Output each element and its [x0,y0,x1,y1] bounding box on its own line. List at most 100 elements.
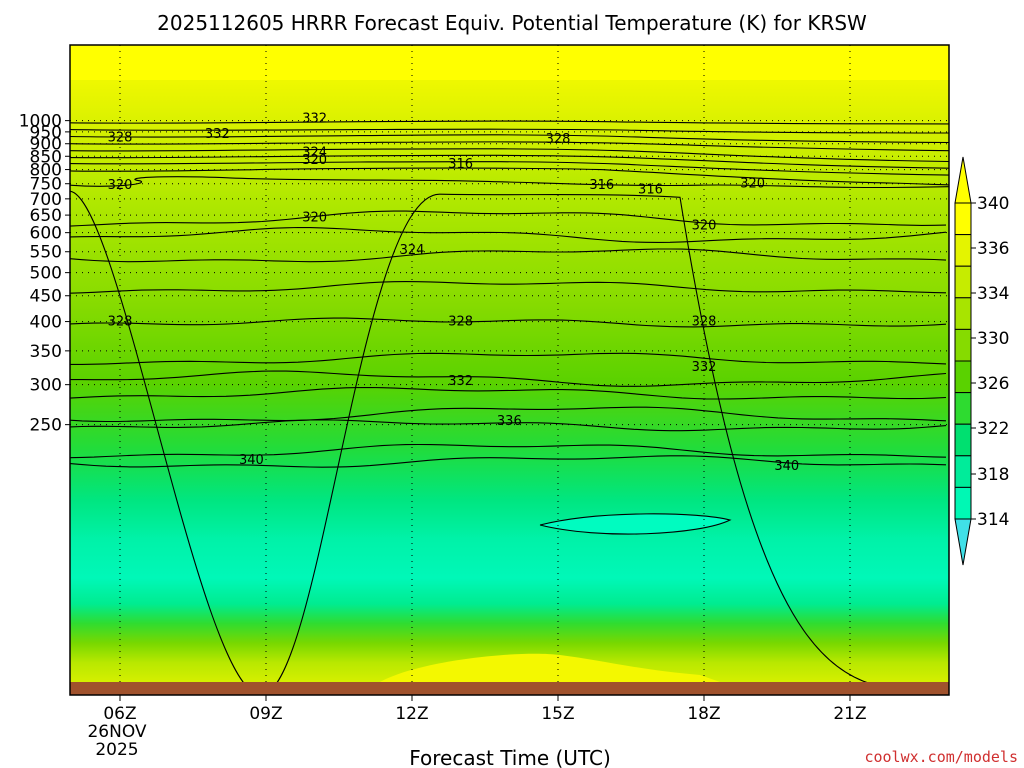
contour-line [70,154,949,169]
y-tick-label: 950 [30,123,62,143]
colorbar-label: 318 [977,465,1009,485]
y-tick-label: 500 [30,264,62,284]
contour-line [70,406,947,423]
x-tick-label: 15Z [541,704,574,724]
contour-line [70,120,949,125]
terrain-strip [70,682,949,695]
low-level-warm-patch [380,653,720,682]
contour-label: 316 [638,183,663,198]
colorbar-segment [954,328,972,362]
colorbar-label: 330 [977,329,1009,349]
x-tick-label: 06Z [103,704,136,724]
contour-label: 320 [302,153,327,168]
plot-background [70,45,949,695]
y-tick-label: 750 [30,175,62,195]
contour-label: 332 [302,111,327,126]
contour-label: 328 [692,315,717,330]
contour-line [70,161,949,176]
colorbar-segment [954,297,972,330]
contour-label: 324 [400,243,425,258]
colorbar-label: 334 [977,284,1009,304]
colorbar-segment [954,455,972,488]
contour-line [70,370,947,387]
contour-line [70,352,947,365]
contour-line [70,141,949,152]
contour-line [70,134,949,144]
contour-line [70,443,947,459]
y-tick-label: 700 [30,190,62,210]
x-tick-label: 09Z [249,704,282,724]
contour-line [539,513,732,535]
contour-label: 332 [692,360,717,375]
colorbar-label: 326 [977,374,1009,394]
credit-text: coolwx.com/models [864,748,1018,766]
grid-lines [70,45,949,695]
colorbar-segment [954,423,972,457]
contour-label: 332 [448,374,473,389]
contour-label: 320 [108,178,133,193]
colorbar-label: 340 [977,194,1009,214]
colorbar-segment [954,234,972,267]
x-tick-label: 12Z [395,704,428,724]
colorbar-segment [954,265,972,299]
contour-label: 340 [774,459,799,474]
plot-frame [69,44,950,696]
colorbar-label: 314 [977,510,1009,530]
contour-line [70,386,947,400]
chart-title: 2025112605 HRRR Forecast Equiv. Potentia… [157,11,867,35]
y-tick-label: 550 [30,243,62,263]
contour-label: 336 [497,414,522,429]
x-axis-ticks: 06Z 09Z 12Z 15Z 18Z 21Z [103,695,867,724]
x-tick-label: 18Z [687,704,720,724]
contour-label: 316 [448,157,473,172]
y-tick-label: 800 [30,161,62,181]
contour-line [70,455,947,468]
contour-line [70,419,947,432]
contour-line [70,210,947,227]
y-tick-label: 600 [30,224,62,244]
y-tick-label: 450 [30,287,62,307]
contour-line [70,128,949,134]
x-date-year: 2025 [95,740,138,760]
contour-lines [70,120,949,695]
y-tick-label: 900 [30,135,62,155]
y-tick-label: 250 [30,416,62,436]
contour-label: 324 [302,145,327,160]
y-tick-label: 1000 [19,112,62,132]
colorbar-segment [954,392,972,425]
contour-label: 328 [546,132,571,147]
colorbar-segment [954,202,972,236]
contour-line [70,281,947,294]
y-tick-label: 350 [30,342,62,362]
contour-label: 328 [108,315,133,330]
contour-label: 332 [205,127,230,142]
mid-level-moist-minimum [540,513,730,535]
colorbar-label: 336 [977,239,1009,259]
contour-line [70,148,949,163]
x-date-day: 26NOV [87,722,146,742]
contour-line [70,190,949,695]
colorbar-label: 322 [977,419,1009,439]
colorbar-segment [954,486,972,520]
contour-line [70,248,947,263]
contour-label: 328 [448,315,473,330]
contour-label: 320 [740,177,765,192]
contour-label: 320 [692,218,717,233]
colorbar: 340 336 334 330 326 322 318 314 [954,156,1009,566]
colorbar-segment [954,360,972,394]
contour-line [70,317,947,328]
contour-line [70,176,949,189]
contour-label: 340 [239,453,264,468]
contour-label: 328 [108,131,133,146]
x-tick-label: 21Z [833,704,866,724]
colorbar-lower-triangle [954,518,972,566]
contour-label: 316 [589,178,614,193]
colorbar-upper-triangle [954,156,972,204]
upper-warm-patch [70,45,949,80]
contour-line [70,167,949,186]
y-axis-ticks: 2503003504004505005506006507007508008509… [19,112,70,436]
x-axis-label: Forecast Time (UTC) [409,746,611,768]
